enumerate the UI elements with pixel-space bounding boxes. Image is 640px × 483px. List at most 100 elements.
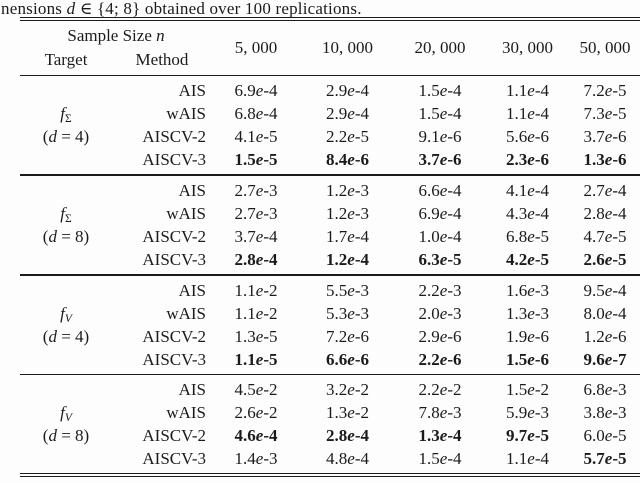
top-rule: [20, 17, 640, 21]
error-value: 5.9e-3: [506, 403, 549, 423]
error-value: 3.2e-2: [326, 380, 369, 400]
error-value: 1.1e-5: [234, 349, 278, 369]
target-label: fV (d = 4): [20, 279, 112, 371]
error-value: 7.2e-5: [583, 81, 627, 101]
error-value: 6.6e-6: [326, 349, 369, 369]
error-value: 1.5e-6: [506, 349, 549, 369]
error-value: 4.1e-4: [506, 180, 549, 200]
error-value: 1.1e-4: [506, 104, 549, 124]
table-row: AISCV-2 4.6e-4 2.8e-4 1.3e-4 9.7e-5 6.0e-5: [112, 424, 640, 447]
method-column-header: Method: [135, 49, 189, 69]
error-value: 1.0e-4: [418, 226, 462, 246]
method-name: wAIS: [166, 203, 206, 223]
sample-size-header: Sample Size n: [67, 25, 165, 45]
group-divider-rule: [20, 174, 640, 176]
table-body: fΣ (d = 4) AIS 6.9e-4 2.9e-4 1.5e-4 1.1e-4 7.2e…: [20, 76, 640, 473]
error-value: 1.5e-4: [418, 104, 462, 124]
results-table: Sample Size n Target Method 5, 000 10, 0…: [20, 17, 640, 477]
error-value: 5.5e-3: [326, 280, 369, 300]
method-name: AISCV-3: [142, 449, 206, 469]
error-value: 6.6e-4: [418, 180, 462, 200]
error-value: 1.3e-4: [418, 426, 462, 446]
error-value: 2.8e-4: [234, 249, 278, 269]
error-value: 9.5e-4: [583, 280, 627, 300]
error-value: 2.3e-6: [506, 150, 549, 170]
error-value: 2.8e-4: [326, 426, 369, 446]
error-value: 6.3e-5: [418, 249, 462, 269]
error-value: 1.2e-3: [326, 203, 369, 223]
error-value: 1.6e-3: [506, 280, 549, 300]
error-value: 4.5e-2: [234, 380, 278, 400]
error-value: 4.8e-4: [326, 449, 369, 469]
method-name: AISCV-2: [142, 226, 206, 246]
group-rows: AIS 4.5e-2 3.2e-2 2.2e-2 1.5e-2 6.8e-3 wAIS 2.6…: [112, 378, 640, 470]
target-symbol: fΣ: [60, 203, 72, 225]
error-value: 2.0e-3: [418, 303, 462, 323]
target-column-header: Target: [44, 49, 88, 69]
target-group: fΣ (d = 8) AIS 2.7e-3 1.2e-3 6.6e-4 4.1e-4 2.7e…: [20, 176, 640, 274]
method-name: AISCV-3: [142, 249, 206, 269]
error-value: 5.7e-5: [583, 449, 627, 469]
error-value: 6.8e-4: [234, 104, 278, 124]
error-value: 1.4e-3: [234, 449, 278, 469]
error-value: 1.3e-3: [506, 303, 549, 323]
error-value: 3.7e-6: [583, 127, 627, 147]
target-dimension: (d = 4): [42, 326, 90, 346]
error-value: 4.3e-4: [506, 203, 549, 223]
table-row: wAIS 2.7e-3 1.2e-3 6.9e-4 4.3e-4 2.8e-4: [112, 202, 640, 225]
table-row: AIS 4.5e-2 3.2e-2 2.2e-2 1.5e-2 6.8e-3: [112, 378, 640, 401]
error-value: 2.2e-2: [418, 380, 462, 400]
error-value: 1.1e-4: [506, 81, 549, 101]
target-group: fΣ (d = 4) AIS 6.9e-4 2.9e-4 1.5e-4 1.1e-4 7.2e…: [20, 76, 640, 174]
group-divider-rule: [20, 373, 640, 376]
error-value: 7.2e-6: [326, 326, 369, 346]
table-row: wAIS 6.8e-4 2.9e-4 1.5e-4 1.1e-4 7.3e-5: [112, 102, 640, 125]
table-row: AISCV-3 1.4e-3 4.8e-4 1.5e-4 1.1e-4 5.7e-5: [112, 447, 640, 470]
method-name: AIS: [178, 180, 206, 200]
error-value: 1.3e-5: [234, 326, 278, 346]
error-value: 1.5e-5: [234, 150, 278, 170]
error-value: 8.4e-6: [326, 150, 369, 170]
error-value: 3.8e-3: [583, 403, 627, 423]
table-row: AISCV-3 1.1e-5 6.6e-6 2.2e-6 1.5e-6 9.6e-7: [112, 348, 640, 371]
size-column-header: 50, 000: [579, 37, 631, 57]
error-value: 2.7e-3: [234, 203, 278, 223]
error-value: 2.2e-3: [418, 280, 462, 300]
error-value: 1.9e-6: [506, 326, 549, 346]
table-row: AIS 1.1e-2 5.5e-3 2.2e-3 1.6e-3 9.5e-4: [112, 279, 640, 302]
method-name: AISCV-3: [142, 150, 206, 170]
method-name: AISCV-2: [142, 426, 206, 446]
table-row: AISCV-3 2.8e-4 1.2e-4 6.3e-5 4.2e-5 2.6e-5: [112, 248, 640, 271]
error-value: 6.9e-4: [234, 81, 278, 101]
error-value: 2.7e-4: [583, 180, 627, 200]
error-value: 1.1e-2: [234, 303, 278, 323]
error-value: 2.2e-6: [418, 349, 462, 369]
error-value: 3.7e-4: [234, 226, 278, 246]
error-value: 6.0e-5: [583, 426, 627, 446]
error-value: 7.8e-3: [418, 403, 462, 423]
target-symbol: fΣ: [60, 104, 72, 126]
error-value: 5.3e-3: [326, 303, 369, 323]
table-row: AISCV-2 3.7e-4 1.7e-4 1.0e-4 6.8e-5 4.7e-5: [112, 225, 640, 248]
method-name: AIS: [178, 280, 206, 300]
error-value: 9.1e-6: [418, 127, 462, 147]
target-dimension: (d = 8): [42, 226, 90, 246]
group-rows: AIS 1.1e-2 5.5e-3 2.2e-3 1.6e-3 9.5e-4 wAIS 1.1…: [112, 279, 640, 371]
error-value: 2.6e-2: [234, 403, 278, 423]
method-name: wAIS: [166, 403, 206, 423]
error-value: 1.5e-2: [506, 380, 549, 400]
error-value: 1.5e-4: [418, 81, 462, 101]
target-symbol: fV: [60, 303, 72, 325]
error-value: 2.7e-3: [234, 180, 278, 200]
target-group: fV (d = 4) AIS 1.1e-2 5.5e-3 2.2e-3 1.6e-3 9.5e…: [20, 276, 640, 374]
error-value: 2.9e-6: [418, 326, 462, 346]
table-row: AIS 6.9e-4 2.9e-4 1.5e-4 1.1e-4 7.2e-5: [112, 79, 640, 102]
error-value: 4.2e-5: [506, 249, 549, 269]
method-name: AISCV-3: [142, 349, 206, 369]
error-value: 5.6e-6: [506, 127, 549, 147]
size-column-header: 30, 000: [502, 37, 553, 57]
error-value: 1.1e-4: [506, 449, 549, 469]
method-name: wAIS: [166, 104, 206, 124]
table-row: AISCV-2 4.1e-5 2.2e-5 9.1e-6 5.6e-6 3.7e-6: [112, 125, 640, 148]
table-row: AIS 2.7e-3 1.2e-3 6.6e-4 4.1e-4 2.7e-4: [112, 179, 640, 202]
